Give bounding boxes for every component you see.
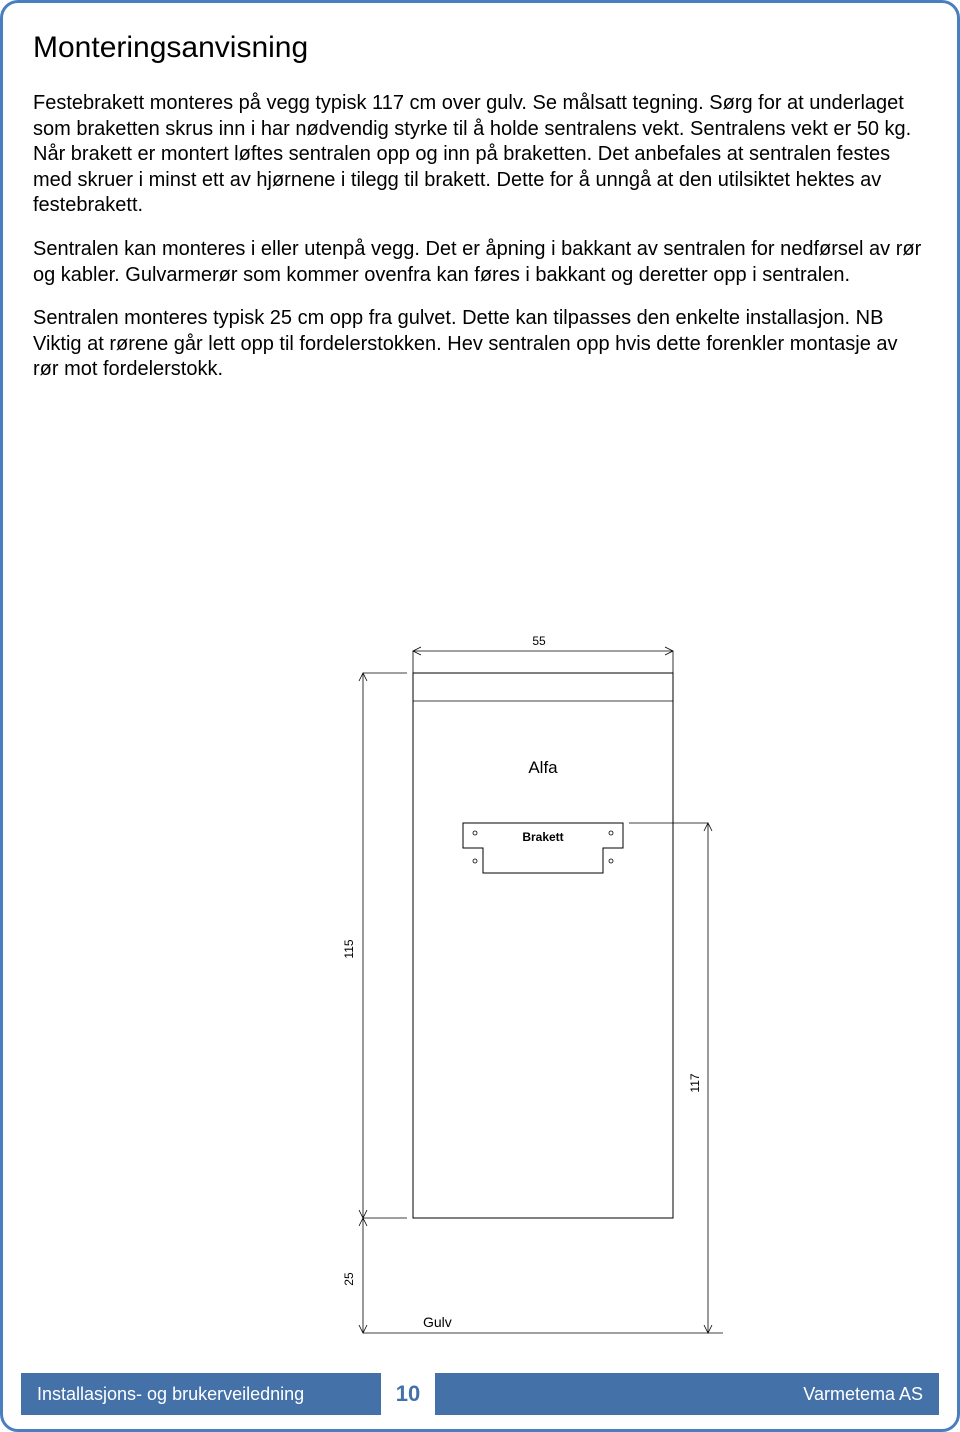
- page-title: Monteringsanvisning: [33, 31, 927, 65]
- dim-top-value: 55: [532, 634, 546, 648]
- footer-right: Varmetema AS: [435, 1373, 939, 1415]
- page-frame: Monteringsanvisning Festebrakett montere…: [0, 0, 960, 1432]
- paragraph-3: Sentralen monteres typisk 25 cm opp fra …: [33, 306, 927, 383]
- mounting-diagram: 55 Alfa Brakett 115: [303, 623, 743, 1343]
- footer-left: Installasjons- og brukerveiledning: [21, 1373, 381, 1415]
- cabinet-outline: [413, 673, 673, 1218]
- label-alfa: Alfa: [528, 758, 558, 777]
- dim-left-115-value: 115: [342, 939, 356, 958]
- dim-left-115: 115: [342, 673, 407, 1218]
- dim-right-117: 117: [629, 823, 712, 1333]
- dim-left-25: 25: [342, 1218, 723, 1333]
- label-brakett: Brakett: [522, 830, 563, 844]
- paragraph-1: Festebrakett monteres på vegg typisk 117…: [33, 91, 927, 219]
- bracket: Brakett: [463, 823, 623, 873]
- dim-top: 55: [413, 634, 673, 673]
- content-area: Monteringsanvisning Festebrakett montere…: [3, 3, 957, 383]
- paragraph-2: Sentralen kan monteres i eller utenpå ve…: [33, 237, 927, 288]
- footer-bar: Installasjons- og brukerveiledning 10 Va…: [21, 1373, 939, 1415]
- dim-right-117-value: 117: [688, 1073, 702, 1092]
- label-gulv: Gulv: [423, 1314, 452, 1330]
- dim-left-25-value: 25: [342, 1272, 356, 1286]
- footer-page-number: 10: [381, 1373, 435, 1415]
